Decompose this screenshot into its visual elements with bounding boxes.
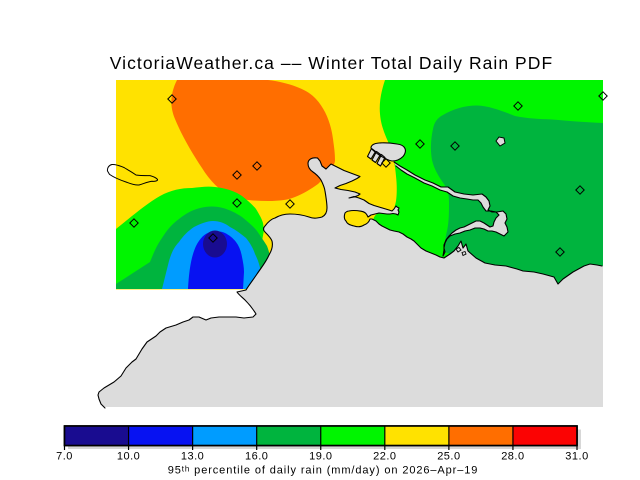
svg-text:31.0: 31.0 xyxy=(565,451,588,463)
svg-text:28.0: 28.0 xyxy=(501,451,524,463)
svg-text:VictoriaWeather.ca –– Winter T: VictoriaWeather.ca –– Winter Total Daily… xyxy=(110,53,553,73)
svg-text:16.0: 16.0 xyxy=(245,451,268,463)
svg-text:7.0: 7.0 xyxy=(56,451,73,463)
svg-text:25.0: 25.0 xyxy=(437,451,460,463)
svg-text:19.0: 19.0 xyxy=(309,451,332,463)
svg-text:22.0: 22.0 xyxy=(373,451,396,463)
svg-text:95th percentile of daily rain: 95th percentile of daily rain (mm/day) o… xyxy=(168,464,479,476)
svg-text:13.0: 13.0 xyxy=(181,451,204,463)
svg-text:10.0: 10.0 xyxy=(117,451,140,463)
